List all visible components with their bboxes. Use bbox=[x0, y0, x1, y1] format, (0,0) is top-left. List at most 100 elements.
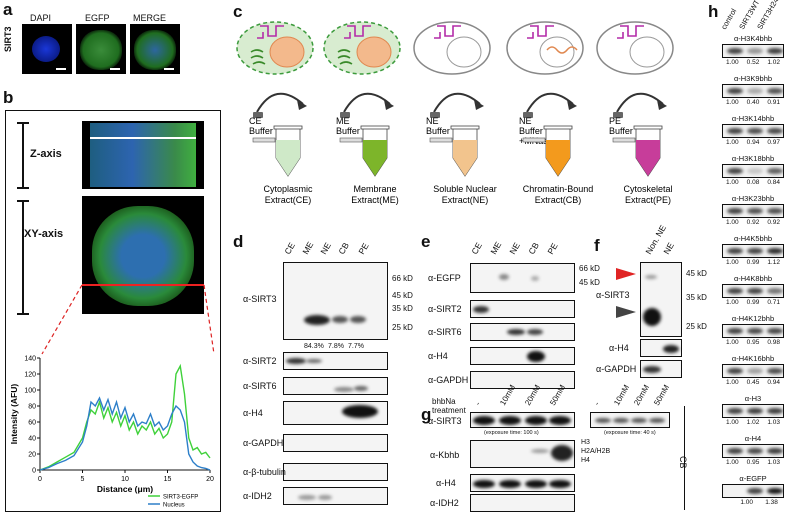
band bbox=[473, 306, 489, 313]
band bbox=[595, 418, 611, 423]
h-value: 0.97 bbox=[767, 139, 780, 146]
buffer-label: NE bbox=[519, 116, 532, 126]
band bbox=[747, 88, 763, 94]
d-sirt3-blot bbox=[283, 262, 388, 340]
h-values: 1.00 1.02 1.03 bbox=[722, 419, 784, 426]
h-value: 1.00 bbox=[726, 459, 739, 466]
band bbox=[747, 448, 763, 454]
panel-c-label: c bbox=[233, 2, 243, 21]
y-tick-label: 140 bbox=[24, 356, 36, 363]
g-lane-label: - bbox=[592, 400, 602, 407]
nucleus bbox=[269, 36, 305, 68]
h-value: 1.00 bbox=[726, 99, 739, 106]
g-lane-label: 20mM bbox=[632, 383, 652, 407]
band bbox=[549, 416, 571, 425]
h-value: 1.38 bbox=[765, 499, 778, 506]
band bbox=[643, 308, 661, 326]
h-value: 1.00 bbox=[726, 59, 739, 66]
y-tick-label: 100 bbox=[24, 388, 36, 395]
band bbox=[298, 495, 316, 500]
d-pct-ne: 7.8% bbox=[328, 343, 344, 350]
tube-cap bbox=[633, 125, 663, 130]
d-blot-row bbox=[283, 434, 388, 452]
tube-fill bbox=[276, 140, 300, 176]
arrow-tail bbox=[430, 112, 440, 118]
cell-outline bbox=[596, 21, 674, 75]
cell-outline bbox=[413, 21, 491, 75]
e-lane-label: PE bbox=[545, 241, 560, 256]
e-lane-label: CE bbox=[469, 240, 484, 256]
tube-fill bbox=[546, 140, 570, 176]
h-value: 0.91 bbox=[767, 99, 780, 106]
y-tick-label: 120 bbox=[24, 372, 36, 379]
band bbox=[727, 408, 743, 414]
h-blot-row bbox=[722, 124, 784, 138]
x-tick-label: 5 bbox=[81, 476, 85, 483]
g-lane-label: 50mM bbox=[652, 383, 672, 407]
e-lane-label: CB bbox=[526, 240, 541, 256]
band bbox=[747, 368, 763, 374]
h-value: 1.12 bbox=[767, 259, 780, 266]
y-axis-label: Intensity (AFU) bbox=[9, 384, 19, 445]
g-lane-label: 10mM bbox=[612, 383, 632, 407]
e-lane-label: NE bbox=[507, 240, 522, 256]
band bbox=[727, 208, 743, 214]
tube-cap bbox=[273, 125, 303, 130]
f-h4-blot bbox=[640, 339, 682, 357]
tube-cap bbox=[360, 125, 390, 130]
g-histone: H2A/H2B bbox=[581, 448, 611, 455]
extract-label: Chromatin-Bound bbox=[523, 184, 594, 194]
band bbox=[649, 418, 665, 423]
h-value: 0.71 bbox=[767, 299, 780, 306]
buffer-label: NE bbox=[426, 116, 439, 126]
band bbox=[507, 329, 525, 335]
y-tick-label: 0 bbox=[32, 468, 36, 475]
dapi-label: DAPI bbox=[30, 13, 52, 23]
extract-label: Extract(NE) bbox=[442, 195, 489, 205]
band bbox=[525, 416, 547, 425]
d-row-label: α-H4 bbox=[243, 408, 263, 418]
cytoskeleton bbox=[257, 25, 284, 39]
z-axis-label: Z-axis bbox=[30, 148, 62, 160]
process-arrow bbox=[616, 92, 664, 113]
d-row-label: α-IDH2 bbox=[243, 491, 272, 501]
f-marker: 45 kD bbox=[686, 269, 707, 278]
y-tick-label: 20 bbox=[28, 452, 36, 459]
x-tick-label: 0 bbox=[38, 476, 42, 483]
pipette bbox=[429, 137, 453, 143]
extract-label: Membrane bbox=[353, 184, 396, 194]
g-idh2-blot bbox=[470, 494, 575, 512]
h-values: 1.00 0.99 0.71 bbox=[722, 299, 784, 306]
panel-f-label: f bbox=[594, 236, 600, 255]
panel-b-label: b bbox=[3, 88, 14, 107]
extract-label: Soluble Nuclear bbox=[433, 184, 497, 194]
cb-label: CB bbox=[678, 456, 688, 469]
e-row-label: α-EGFP bbox=[428, 273, 461, 283]
process-arrow bbox=[256, 92, 304, 113]
cell-outline bbox=[506, 21, 584, 75]
x-tick-label: 15 bbox=[164, 476, 172, 483]
e-row-label: α-SIRT2 bbox=[428, 304, 462, 314]
band bbox=[643, 366, 661, 373]
h-row-label: α-H3K4bhb bbox=[733, 34, 773, 43]
h-row-label: α-H4K16bhb bbox=[731, 354, 775, 363]
f-marker: 25 kD bbox=[686, 322, 707, 331]
band bbox=[473, 480, 495, 488]
h-blot-row bbox=[722, 164, 784, 178]
d-sirt3-label: α-SIRT3 bbox=[243, 294, 277, 304]
band bbox=[767, 248, 783, 254]
tube-fill bbox=[453, 140, 477, 176]
pipette bbox=[612, 137, 636, 143]
h-blot-row bbox=[722, 444, 784, 458]
h-values: 1.00 0.08 0.84 bbox=[722, 179, 784, 186]
h-values: 1.00 0.52 1.02 bbox=[722, 59, 784, 66]
e-blot-row bbox=[470, 263, 575, 293]
extract-label: Extract(CE) bbox=[265, 195, 312, 205]
xy-axis-label: XY-axis bbox=[24, 228, 64, 240]
h-values: 1.00 0.92 0.92 bbox=[722, 219, 784, 226]
band bbox=[767, 488, 783, 494]
h-value: 0.95 bbox=[746, 339, 760, 346]
band bbox=[663, 345, 679, 353]
h-value: 0.98 bbox=[767, 339, 780, 346]
h-value: 1.00 bbox=[726, 379, 739, 386]
